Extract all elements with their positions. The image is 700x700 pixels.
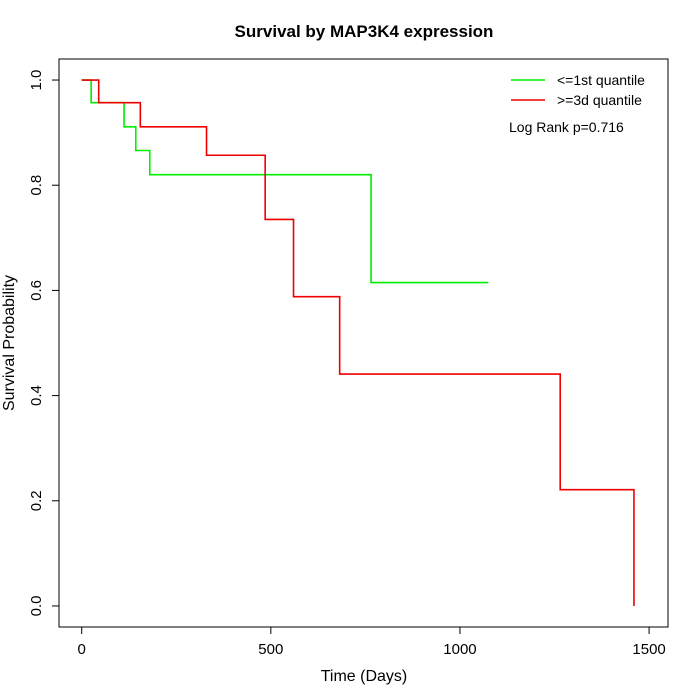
x-tick-label: 1000 xyxy=(443,641,476,658)
y-tick-label: 0.0 xyxy=(28,596,45,617)
y-axis-label: Survival Probability xyxy=(1,275,18,411)
x-axis: 0 500 1000 1500 xyxy=(78,626,666,658)
log-rank-annotation: Log Rank p=0.716 xyxy=(509,119,624,135)
legend-label: >=3d quantile xyxy=(557,92,642,108)
legend-label: <=1st quantile xyxy=(557,72,645,88)
legend: <=1st quantile >=3d quantile xyxy=(511,72,645,108)
y-tick-label: 0.8 xyxy=(28,175,45,196)
series-line-high-quantile xyxy=(81,79,635,606)
x-axis-label: Time (Days) xyxy=(321,668,408,685)
x-tick-label: 0 xyxy=(78,641,86,658)
y-tick-label: 0.4 xyxy=(28,385,45,406)
y-tick-label: 0.6 xyxy=(28,280,45,301)
y-tick-label: 1.0 xyxy=(28,70,45,91)
chart-title: Survival by MAP3K4 expression xyxy=(235,22,494,41)
y-axis: 0.0 0.2 0.4 0.6 0.8 1.0 xyxy=(28,70,60,617)
series-line-low-quantile xyxy=(81,79,489,284)
survival-curves xyxy=(81,79,635,606)
x-tick-label: 1500 xyxy=(632,641,665,658)
y-tick-label: 0.2 xyxy=(28,490,45,511)
x-tick-label: 500 xyxy=(258,641,283,658)
